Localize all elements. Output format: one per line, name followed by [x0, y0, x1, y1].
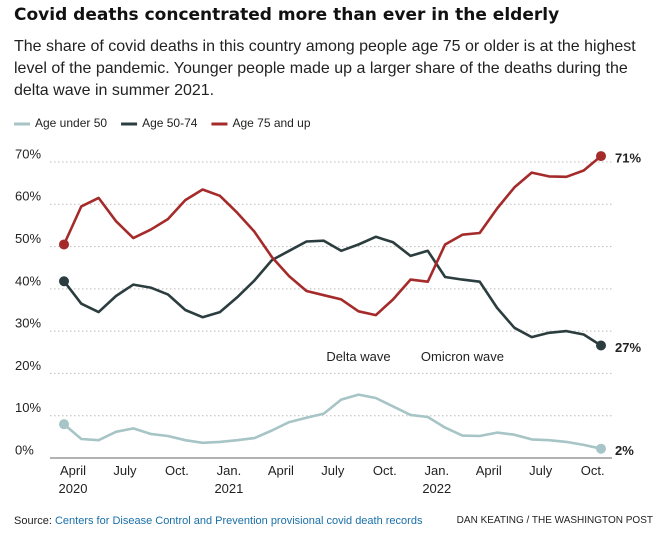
y-tick-label: 40%	[15, 273, 41, 288]
x-tick-label: July	[529, 463, 553, 478]
x-tick-label: Oct.	[373, 463, 397, 478]
source-prefix: Source:	[14, 515, 52, 527]
series-line	[62, 155, 602, 317]
series-line	[63, 393, 602, 450]
x-tick-label: April 2020	[59, 463, 88, 496]
endpoint-marker	[596, 151, 606, 162]
endpoint-marker	[59, 419, 69, 430]
end-label: 2%	[615, 443, 634, 458]
legend-label: Age 75 and up	[232, 116, 310, 130]
y-tick-label: 30%	[15, 316, 41, 331]
y-tick-label: 0%	[15, 442, 34, 457]
source: Source: Centers for Disease Control and …	[14, 515, 422, 527]
x-tick-label: July	[113, 463, 137, 478]
y-tick-label: 70%	[15, 146, 41, 161]
y-tick-label: 50%	[15, 231, 41, 246]
x-tick-label: Oct.	[165, 463, 189, 478]
endpoint-marker	[596, 340, 606, 351]
series-line	[62, 235, 602, 347]
end-label: 71%	[615, 151, 641, 166]
end-label: 27%	[615, 340, 641, 355]
x-tick-label: April	[476, 463, 502, 478]
y-tick-label: 10%	[15, 400, 41, 415]
legend-label: Age under 50	[35, 116, 107, 130]
y-tick-label: 20%	[15, 358, 41, 373]
x-tick-label: Jan. 2021	[214, 463, 243, 496]
annotation: Omicron wave	[421, 349, 504, 364]
chart-title: Covid deaths concentrated more than ever…	[14, 5, 560, 25]
credit: DAN KEATING / THE WASHINGTON POST	[456, 515, 653, 526]
x-tick-label: July	[321, 463, 345, 478]
chart-subtitle: The share of covid deaths in this countr…	[14, 38, 636, 99]
endpoint-marker	[59, 239, 69, 250]
annotation: Delta wave	[326, 349, 390, 364]
x-tick-label: Jan. 2022	[422, 463, 451, 496]
legend-label: Age 50-74	[142, 116, 198, 130]
y-tick-label: 60%	[15, 189, 41, 204]
endpoint-marker	[596, 443, 606, 454]
endpoint-marker	[59, 276, 69, 287]
x-tick-label: Oct.	[581, 463, 605, 478]
source-link: Centers for Disease Control and Preventi…	[54, 515, 423, 527]
x-tick-label: April	[268, 463, 294, 478]
